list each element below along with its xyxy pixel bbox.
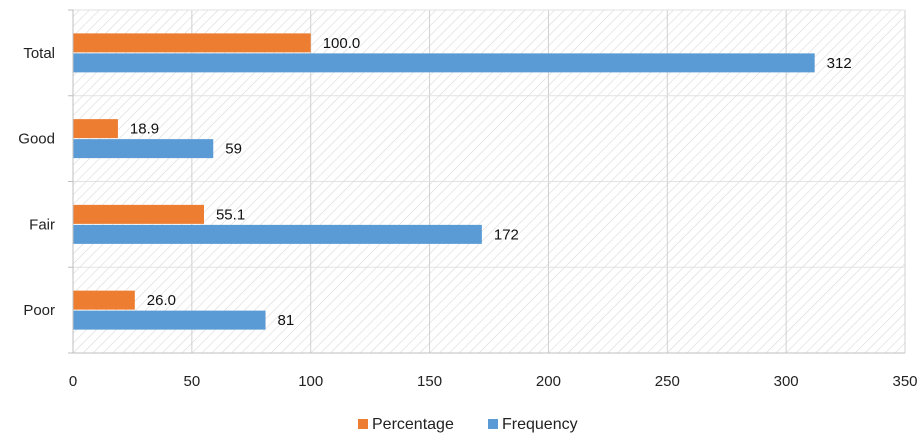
data-label-percentage-fair: 55.1 <box>216 206 245 223</box>
data-label-frequency-fair: 172 <box>494 226 519 243</box>
x-tick-label: 250 <box>655 373 680 390</box>
category-label-good: Good <box>18 131 55 148</box>
data-label-frequency-total: 312 <box>827 55 852 72</box>
x-tick-label: 100 <box>298 373 323 390</box>
x-tick-label: 0 <box>69 373 77 390</box>
data-label-percentage-poor: 26.0 <box>147 292 176 309</box>
x-tick-label: 50 <box>184 373 201 390</box>
bar-percentage-total <box>73 33 311 53</box>
bar-frequency-good <box>73 139 214 159</box>
bar-frequency-poor <box>73 310 266 330</box>
bar-frequency-fair <box>73 224 482 244</box>
category-label-poor: Poor <box>23 302 55 319</box>
legend-label-frequency: Frequency <box>502 416 578 433</box>
data-label-percentage-total: 100.0 <box>323 35 361 52</box>
bars: 100.0 312 Total 18.9 59 Good 55.1 172 Fair 26.0 81… <box>18 33 852 330</box>
data-label-frequency-poor: 81 <box>278 312 295 329</box>
bar-percentage-fair <box>73 204 204 224</box>
x-tick-label: 300 <box>774 373 799 390</box>
legend-swatch-frequency <box>488 419 498 429</box>
bar-percentage-poor <box>73 290 135 310</box>
data-label-percentage-good: 18.9 <box>130 121 159 138</box>
x-tick-label: 200 <box>536 373 561 390</box>
legend-swatch-percentage <box>358 419 368 429</box>
category-label-fair: Fair <box>29 216 55 233</box>
category-label-total: Total <box>23 45 55 62</box>
data-label-frequency-good: 59 <box>225 141 242 158</box>
legend: Percentage Frequency <box>358 416 578 433</box>
legend-label-percentage: Percentage <box>372 416 454 433</box>
bar-frequency-total <box>73 53 815 73</box>
bar-percentage-good <box>73 119 118 139</box>
x-tick-label: 150 <box>417 373 442 390</box>
axes: 0 50 100 150 200 250 300 350 <box>68 9 918 390</box>
x-tick-label: 350 <box>892 373 917 390</box>
